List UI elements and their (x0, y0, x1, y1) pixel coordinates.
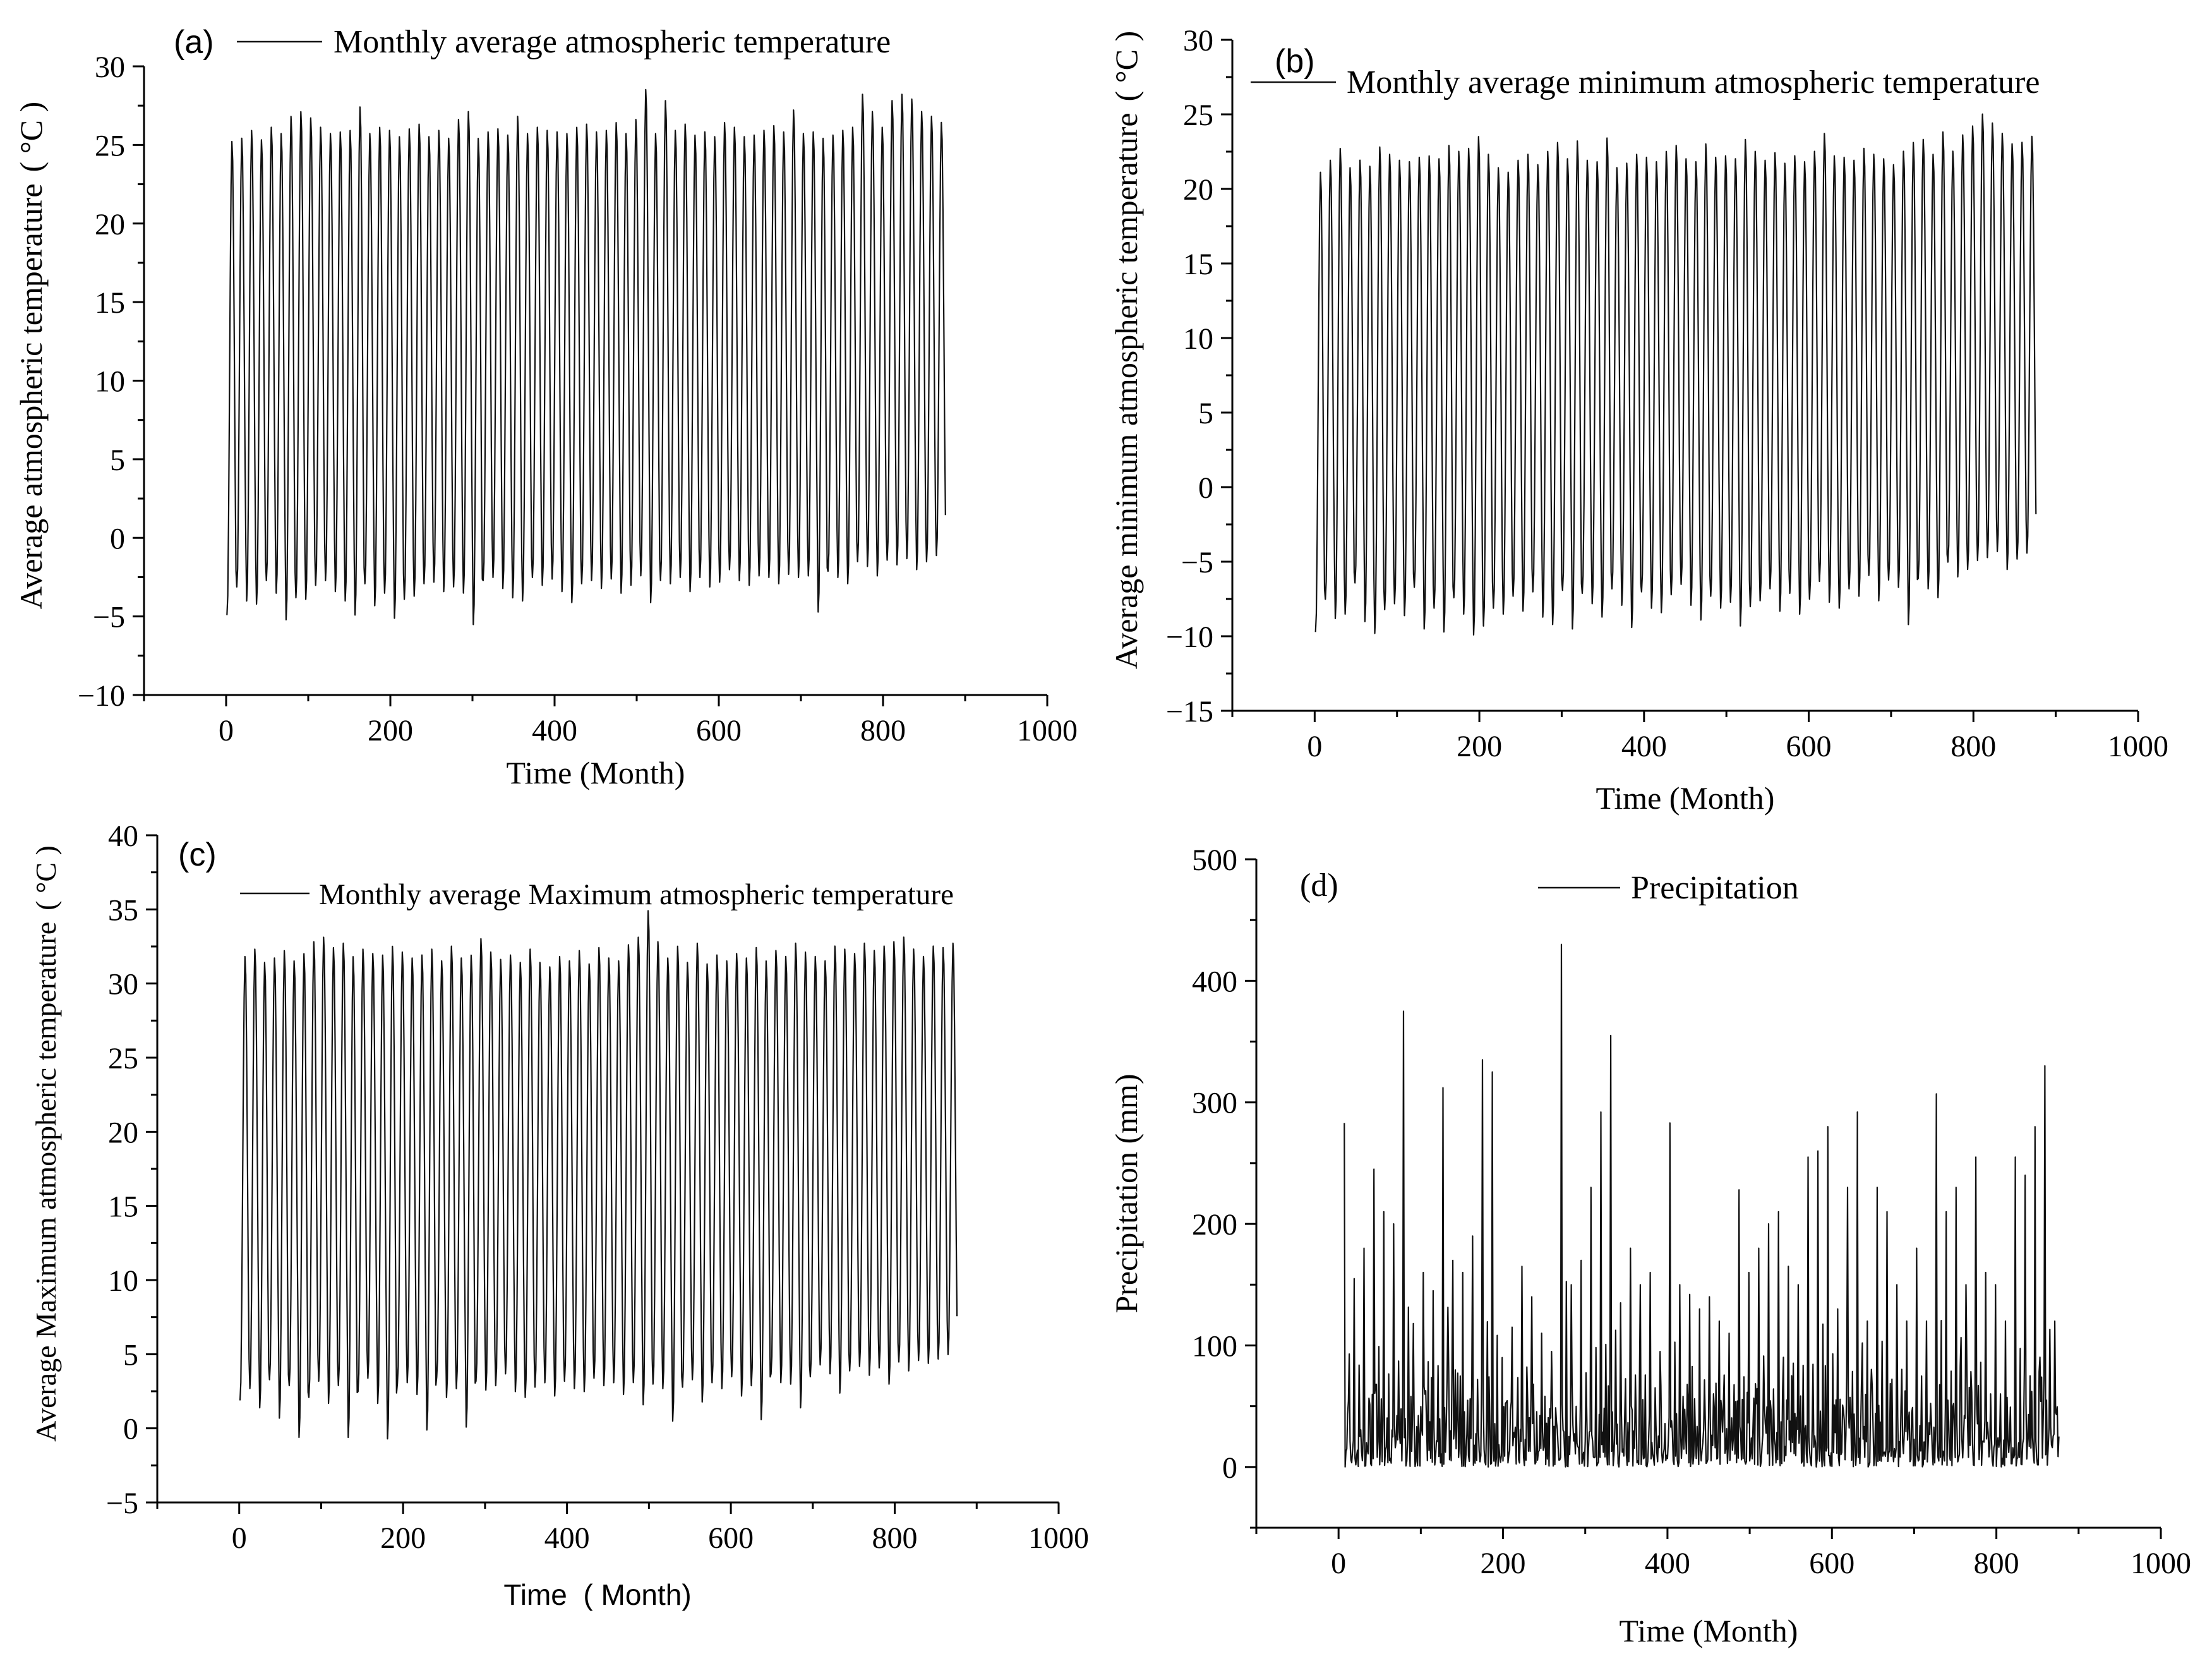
x-tick-label: 0 (219, 714, 234, 747)
y-tick-label: 400 (1192, 965, 1237, 998)
y-tick-label: 15 (1183, 248, 1213, 281)
panel-label: (b) (1275, 43, 1315, 80)
panel-label: (d) (1300, 867, 1338, 904)
x-tick-label: 200 (368, 714, 413, 747)
y-tick-label: 20 (1183, 173, 1213, 207)
legend-label: Monthly average Maximum atmospheric temp… (319, 878, 954, 911)
panel-d-precipitation-chart: 0 200 400 600 800 1000 0 100 200 300 400 500 (d) Prec… (1109, 843, 2191, 1648)
y-tick-label: 0 (110, 522, 125, 555)
y-tick-label: 30 (1183, 24, 1213, 57)
x-tick-label: 200 (1481, 1547, 1526, 1580)
y-tick-label: −5 (106, 1487, 138, 1520)
y-tick-label: −10 (1166, 620, 1213, 654)
y-tick-label: 500 (1192, 843, 1237, 877)
y-tick-label: 200 (1192, 1208, 1237, 1242)
x-tick-label: 0 (232, 1521, 247, 1555)
x-tick-label: 800 (1974, 1547, 2019, 1580)
x-tick-label: 400 (544, 1521, 590, 1555)
x-tick-label: 600 (1809, 1547, 1854, 1580)
y-tick-label: 25 (95, 129, 125, 162)
y-tick-label: 10 (1183, 322, 1213, 356)
legend-label: Precipitation (1631, 870, 1799, 906)
y-tick-label: 20 (95, 208, 125, 241)
legend-label: Monthly average atmospheric temperature (334, 24, 891, 60)
panel-a-temperature-chart: 0 200 400 600 800 1000 −10 −5 0 5 10 15 20 25 30 (a) Mon… (13, 24, 1078, 790)
y-tick-label: 30 (95, 51, 125, 84)
y-tick-label: −5 (1181, 546, 1213, 579)
y-tick-label: 5 (110, 444, 125, 477)
x-tick-label: 1000 (2131, 1547, 2191, 1580)
x-axis-title: Time (Month) (507, 755, 685, 790)
panel-label: (c) (178, 837, 217, 873)
legend-label: Monthly average minimum atmospheric temp… (1347, 64, 2040, 100)
y-axis-title-text: Precipitation (mm) (1109, 1073, 1144, 1313)
y-tick-label: 35 (108, 893, 138, 927)
x-tick-label: 400 (1621, 730, 1667, 763)
y-tick-label: 25 (108, 1042, 138, 1075)
y-axis-title-text: Average Maximum atmospheric temperature (30, 922, 62, 1442)
y-tick-label: 0 (1222, 1451, 1237, 1485)
x-tick-label: 800 (1951, 730, 1996, 763)
series-line-2 (1314, 113, 2037, 636)
y-tick-label: 25 (1183, 99, 1213, 132)
panel-c-max-temperature-chart: 0 200 400 600 800 1000 −5 0 5 10 15 20 25 30 35 40 (c) Mo… (30, 819, 1089, 1611)
y-axis-title-text: Average atmospheric temperature (13, 183, 49, 609)
x-tick-label: 1000 (2108, 730, 2168, 763)
y-axis-title: Precipitation (mm) (1109, 1073, 1144, 1313)
y-tick-label: 5 (1198, 397, 1213, 430)
y-axis-title: Average Maximum atmospheric temperature (… (30, 845, 62, 1442)
x-tick-label: 0 (1331, 1547, 1346, 1580)
y-axis-title-unit: ( °C ) (30, 845, 62, 910)
panel-b-min-temperature-chart: 0 200 400 600 800 1000 −15 −10 −5 0 5 10 15 20 25 30 (b)… (1109, 24, 2168, 816)
y-tick-label: 300 (1192, 1087, 1237, 1120)
series-line-1 (226, 88, 946, 626)
x-tick-label: 400 (1645, 1547, 1690, 1580)
y-tick-label: −5 (93, 601, 125, 634)
y-tick-label: 20 (108, 1116, 138, 1149)
x-tick-label: 1000 (1017, 714, 1078, 747)
x-tick-label: 200 (1457, 730, 1502, 763)
series-line-4 (1343, 943, 2060, 1468)
series-line-3 (239, 910, 958, 1440)
x-axis-title: Time ( Month) (503, 1578, 691, 1611)
y-tick-label: 10 (95, 365, 125, 399)
y-axis-title-unit: ( °C ) (13, 102, 49, 172)
x-tick-label: 400 (532, 714, 577, 747)
y-tick-label: 5 (123, 1338, 138, 1372)
x-tick-label: 600 (696, 714, 742, 747)
x-tick-label: 0 (1307, 730, 1322, 763)
x-tick-label: 800 (872, 1521, 918, 1555)
y-tick-label: 0 (123, 1413, 138, 1446)
y-tick-label: 100 (1192, 1329, 1237, 1363)
x-axis-title: Time (Month) (1620, 1613, 1798, 1648)
y-tick-label: 10 (108, 1264, 138, 1298)
y-axis-title: Average atmospheric temperature ( °C ) (13, 102, 49, 609)
y-axis-title: Average minimum atmospheric temperature (… (1109, 31, 1144, 669)
x-tick-label: 800 (860, 714, 906, 747)
x-tick-label: 600 (1786, 730, 1832, 763)
y-tick-label: −15 (1166, 695, 1213, 728)
y-tick-label: 15 (108, 1190, 138, 1224)
x-tick-label: 600 (708, 1521, 754, 1555)
x-tick-label: 200 (380, 1521, 426, 1555)
panel-label: (a) (174, 24, 214, 61)
y-axis-title-unit: ( °C ) (1109, 31, 1144, 102)
y-tick-label: 30 (108, 968, 138, 1001)
y-tick-label: 15 (95, 286, 125, 320)
y-axis-title-text: Average minimum atmospheric temperature (1109, 112, 1144, 669)
y-tick-label: 40 (108, 819, 138, 853)
x-axis-title: Time (Month) (1596, 780, 1775, 816)
y-tick-label: 0 (1198, 471, 1213, 505)
x-tick-label: 1000 (1028, 1521, 1089, 1555)
y-tick-label: −10 (78, 679, 125, 713)
